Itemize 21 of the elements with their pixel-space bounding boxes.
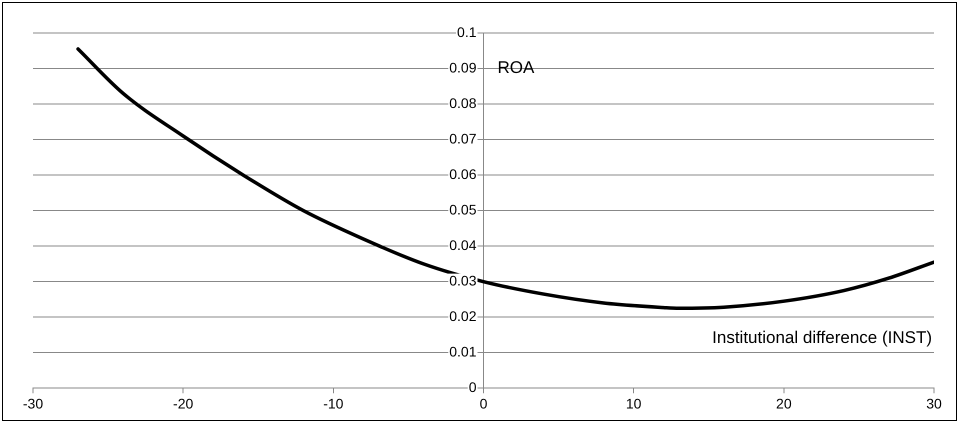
y-tick-label: 0.03 xyxy=(449,272,477,288)
y-axis-title: ROA xyxy=(498,58,535,78)
x-tick-label: 20 xyxy=(776,395,792,412)
x-tick-label: 30 xyxy=(926,395,942,412)
x-tick-label: -30 xyxy=(22,395,44,412)
y-tick-label: 0.1 xyxy=(457,24,477,40)
y-tick-label: 0.07 xyxy=(449,130,477,146)
y-tick-label: 0.01 xyxy=(449,344,477,360)
y-tick-label: 0.02 xyxy=(449,308,477,324)
y-tick-label: 0.04 xyxy=(449,236,477,253)
x-tick-label: -20 xyxy=(173,395,194,412)
x-tick-label: -10 xyxy=(323,395,344,412)
line-series xyxy=(76,47,934,310)
y-tick-label: 0.06 xyxy=(449,166,477,182)
y-tick-label: 0.08 xyxy=(449,94,477,111)
x-tick-label: 10 xyxy=(626,395,642,412)
x-tick-label: 0 xyxy=(480,395,488,412)
x-axis-title: Institutional difference (INST) xyxy=(712,328,932,348)
y-tick-label: 0.05 xyxy=(449,201,477,218)
y-tick-label: 0.09 xyxy=(449,59,477,76)
y-tick-label: 0 xyxy=(468,379,477,396)
